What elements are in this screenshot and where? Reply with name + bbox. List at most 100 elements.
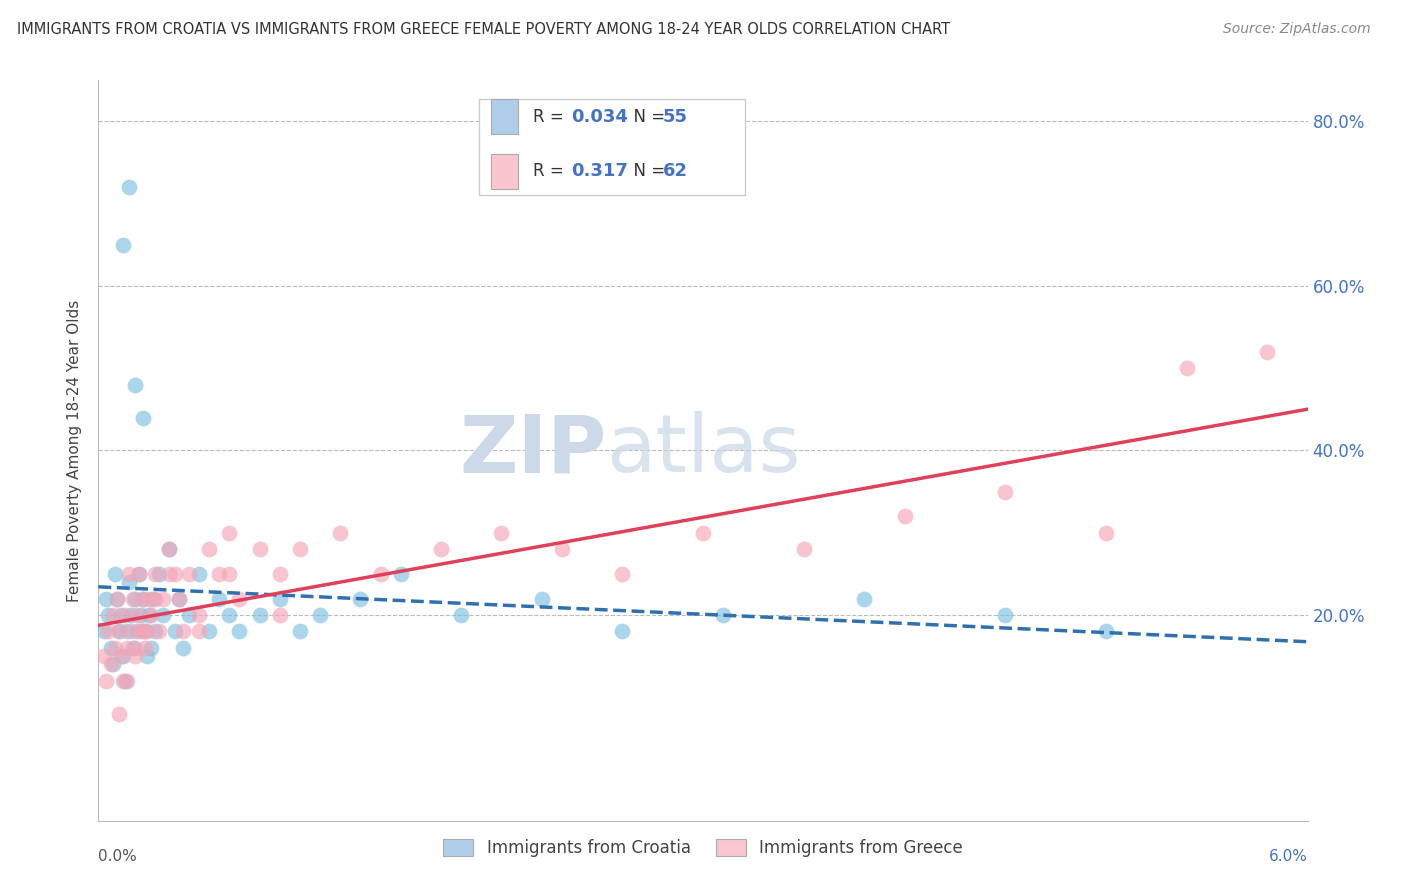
Point (208, 591, 231, 606)
Point (994, 607, 1017, 622)
Point (93, 649, 115, 664)
Point (893, 509, 915, 524)
Text: IMMIGRANTS FROM CROATIA VS IMMIGRANTS FROM GREECE FEMALE POVERTY AMONG 18-24 YEA: IMMIGRANTS FROM CROATIA VS IMMIGRANTS FR… (17, 22, 950, 37)
Point (124, 649, 146, 664)
Point (118, 566, 141, 581)
Point (124, 640, 146, 655)
Point (612, 566, 634, 581)
Point (157, 542, 180, 557)
Point (389, 566, 412, 581)
Text: Source: ZipAtlas.com: Source: ZipAtlas.com (1223, 22, 1371, 37)
Point (96, 591, 118, 606)
Point (172, 640, 194, 655)
Point (1256, 344, 1278, 359)
Point (157, 566, 180, 581)
Text: 0.317: 0.317 (571, 162, 628, 180)
Text: 0.0%: 0.0% (98, 849, 138, 864)
Point (143, 591, 166, 606)
Point (1175, 361, 1198, 376)
Point (125, 624, 148, 639)
Point (111, 649, 134, 664)
Point (853, 591, 876, 606)
Text: atlas: atlas (606, 411, 800, 490)
Point (269, 607, 291, 622)
Point (167, 591, 190, 606)
Point (218, 607, 240, 622)
Point (1095, 624, 1118, 639)
Point (269, 566, 291, 581)
Point (249, 542, 271, 557)
Point (115, 673, 138, 688)
Point (329, 525, 352, 540)
Point (114, 607, 136, 622)
Text: 62: 62 (664, 162, 688, 180)
Point (134, 640, 156, 655)
Point (101, 607, 124, 622)
Point (148, 624, 170, 639)
Point (228, 591, 250, 606)
Point (139, 640, 162, 655)
Point (128, 566, 150, 581)
Point (128, 566, 150, 581)
Point (491, 525, 513, 540)
Point (218, 566, 240, 581)
Point (118, 180, 141, 194)
Point (994, 484, 1017, 499)
Point (349, 591, 371, 606)
Point (121, 640, 143, 655)
Legend: Immigrants from Croatia, Immigrants from Greece: Immigrants from Croatia, Immigrants from… (437, 832, 969, 864)
Point (198, 542, 221, 557)
Point (288, 624, 311, 639)
Point (179, 607, 201, 622)
Point (132, 624, 155, 639)
Point (110, 649, 132, 664)
Point (1095, 525, 1118, 540)
FancyBboxPatch shape (479, 99, 745, 195)
Point (129, 624, 152, 639)
Point (157, 542, 180, 557)
Point (430, 542, 453, 557)
Point (143, 566, 166, 581)
Point (129, 607, 152, 622)
Point (124, 377, 146, 392)
Point (105, 591, 128, 606)
Text: 0.034: 0.034 (571, 108, 628, 126)
Point (152, 591, 174, 606)
Point (118, 575, 141, 590)
Point (139, 607, 162, 622)
Point (100, 657, 122, 672)
Point (309, 607, 332, 622)
Point (551, 542, 574, 557)
Point (450, 607, 472, 622)
Text: N =: N = (623, 108, 671, 126)
Point (114, 673, 136, 688)
Point (269, 591, 291, 606)
Point (132, 591, 155, 606)
Point (530, 591, 553, 606)
Text: R =: R = (533, 108, 568, 126)
Point (692, 525, 714, 540)
Point (138, 591, 160, 606)
Point (218, 525, 240, 540)
Point (188, 566, 211, 581)
Text: R =: R = (533, 162, 568, 180)
Point (97, 607, 120, 622)
Point (107, 706, 129, 721)
Point (103, 640, 125, 655)
Point (120, 624, 142, 639)
Point (134, 624, 156, 639)
Point (198, 624, 221, 639)
Point (121, 591, 143, 606)
Point (100, 640, 122, 655)
Point (97, 624, 120, 639)
Point (120, 607, 142, 622)
Point (125, 607, 148, 622)
Point (110, 607, 132, 622)
Point (370, 566, 392, 581)
Point (111, 673, 134, 688)
Point (163, 624, 186, 639)
Point (132, 591, 155, 606)
Point (288, 542, 311, 557)
Point (115, 640, 138, 655)
Point (163, 566, 186, 581)
